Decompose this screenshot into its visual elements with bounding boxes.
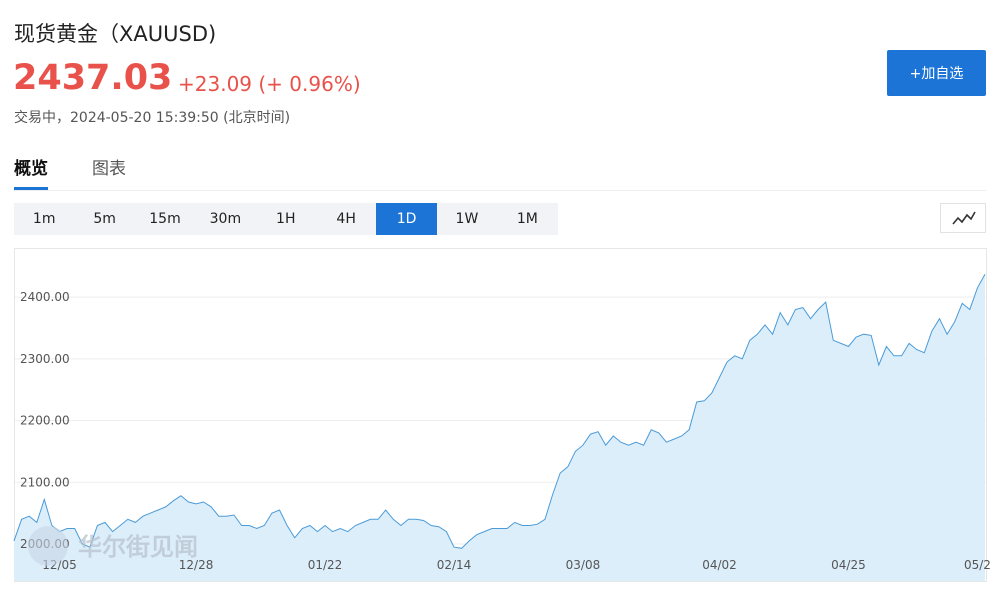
x-tick-label: 02/14 [437,558,472,572]
y-tick-label: 2100.00 [20,475,70,489]
tab[interactable]: 图表 [92,159,126,179]
tabs: 概览 图表 [14,154,986,191]
x-tick-label: 03/08 [566,558,601,572]
line [13,274,986,549]
timeframe-button[interactable]: 5m [93,211,116,227]
chart-type-button[interactable] [940,203,986,233]
y-tick-label: 2400.00 [20,290,70,304]
status: 交易中，2024-05-20 15:39:50 (北京时间) [14,110,291,126]
timeframe-button[interactable]: 1D [376,203,437,235]
y-tick-label: 2300.00 [20,352,70,366]
area [14,274,985,581]
timeframe-bar: 1m 5m 15m 30m 1H 4H 1D 1W 1M [14,203,558,235]
change: +23.09 (+ 0.96%) [178,72,361,96]
x-tick-label: 12/28 [179,558,214,572]
add-watchlist-button[interactable]: +加自选 [887,50,986,96]
timeframe-button[interactable]: 1H [276,211,296,227]
x-tick-label: 04/25 [831,558,866,572]
timeframe-button[interactable]: 1M [516,211,538,227]
watermark: 华尔街见闻 [78,533,198,561]
line-icon [952,211,976,225]
timeframe-button[interactable]: 30m [209,211,242,227]
x-tick-label: 04/02 [702,558,737,572]
watermark-logo [28,526,68,566]
timeframe-button[interactable]: 1W [455,211,479,227]
x-tick-label: 01/22 [308,558,343,572]
timeframe-button[interactable]: 4H [336,211,356,227]
tab[interactable]: 概览 [14,154,48,190]
price: 2437.03 [13,58,173,98]
timeframe-button[interactable]: 1m [32,211,56,227]
timeframe-button[interactable]: 15m [149,211,181,227]
x-tick-label: 05/2 [964,558,991,572]
y-tick-label: 2200.00 [20,414,70,428]
title: 现货黄金（XAUUSD) [14,22,217,46]
